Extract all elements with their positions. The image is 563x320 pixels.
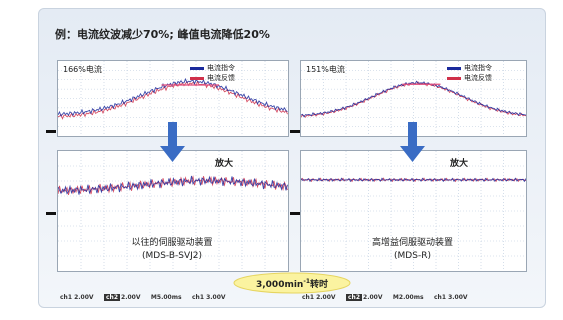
badge-sup: -1 (303, 278, 310, 285)
footer-item: ch2 (104, 294, 120, 301)
footer-item: M2.00ms (393, 294, 424, 301)
badge-text: 3,000min-1转时 (234, 277, 350, 290)
footer-item: ch2 (346, 294, 362, 301)
footer-item: ch1 3.00V (434, 294, 468, 301)
footer-item: ch1 3.00V (192, 294, 226, 301)
arrow (400, 122, 425, 162)
arrows (0, 0, 563, 320)
badge-value: 3,000min (256, 280, 303, 290)
footer-item: ch1 2.00V (60, 294, 94, 301)
arrow (160, 122, 185, 162)
badge-suffix: 转时 (310, 280, 328, 290)
footer-item: 2.00V (363, 294, 382, 301)
footer-item: 2.00V (121, 294, 140, 301)
screenshot: 例：电流纹波减少70%; 峰值电流降低20% 166%电流 151%电流 电流指… (0, 0, 563, 320)
footer-item: ch1 2.00V (302, 294, 336, 301)
footer-item: M5.00ms (151, 294, 182, 301)
